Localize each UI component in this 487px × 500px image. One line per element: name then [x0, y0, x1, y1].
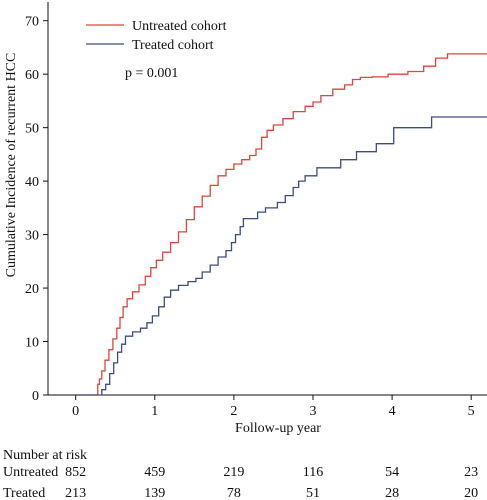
risk-value: 51	[306, 486, 320, 500]
risk-value: 54	[385, 465, 399, 480]
risk-row-label: Untreated	[3, 465, 58, 480]
y-tick-label: 60	[25, 68, 39, 83]
risk-value: 852	[65, 465, 86, 480]
legend: Untreated cohort Treated cohort	[86, 19, 227, 53]
y-tick-label: 20	[25, 282, 39, 297]
x-tick-label: 0	[72, 404, 79, 419]
risk-value: 213	[65, 486, 86, 500]
legend-label: Treated cohort	[132, 38, 214, 53]
axes: 0 10 20 30 40 50 60 70 0 1 2 3 4 5	[25, 2, 487, 419]
risk-value: 116	[303, 465, 323, 480]
risk-value: 139	[144, 486, 165, 500]
y-axis-title: Cumulative Incidence of recurrent HCC	[4, 53, 19, 278]
risk-table: Number at risk Untreated 852 459 219 116 54 23…	[3, 448, 478, 500]
y-tick-label: 30	[25, 229, 39, 244]
x-tick-label: 4	[389, 404, 396, 419]
x-axis-title: Follow-up year	[235, 421, 321, 436]
series-line-untreated	[75, 53, 487, 396]
y-tick-label: 40	[25, 175, 39, 190]
y-tick-label: 50	[25, 122, 39, 137]
y-tick-label: 10	[25, 336, 39, 351]
x-tick-label: 1	[151, 404, 158, 419]
x-tick-label: 3	[309, 404, 316, 419]
risk-row-label: Treated	[3, 486, 45, 500]
series-line-treated	[75, 116, 487, 396]
y-tick-label: 70	[25, 15, 39, 30]
series-layer	[75, 53, 487, 396]
risk-value: 78	[227, 486, 241, 500]
y-tick-label: 0	[32, 389, 39, 404]
p-value-annotation: p = 0.001	[125, 66, 178, 81]
risk-value: 459	[144, 465, 165, 480]
risk-value: 23	[464, 465, 478, 480]
x-tick-label: 2	[230, 404, 237, 419]
risk-value: 219	[223, 465, 244, 480]
legend-label: Untreated cohort	[132, 19, 227, 34]
risk-table-title: Number at risk	[3, 448, 87, 463]
risk-value: 20	[464, 486, 478, 500]
risk-value: 28	[385, 486, 399, 500]
x-tick-label: 5	[468, 404, 475, 419]
